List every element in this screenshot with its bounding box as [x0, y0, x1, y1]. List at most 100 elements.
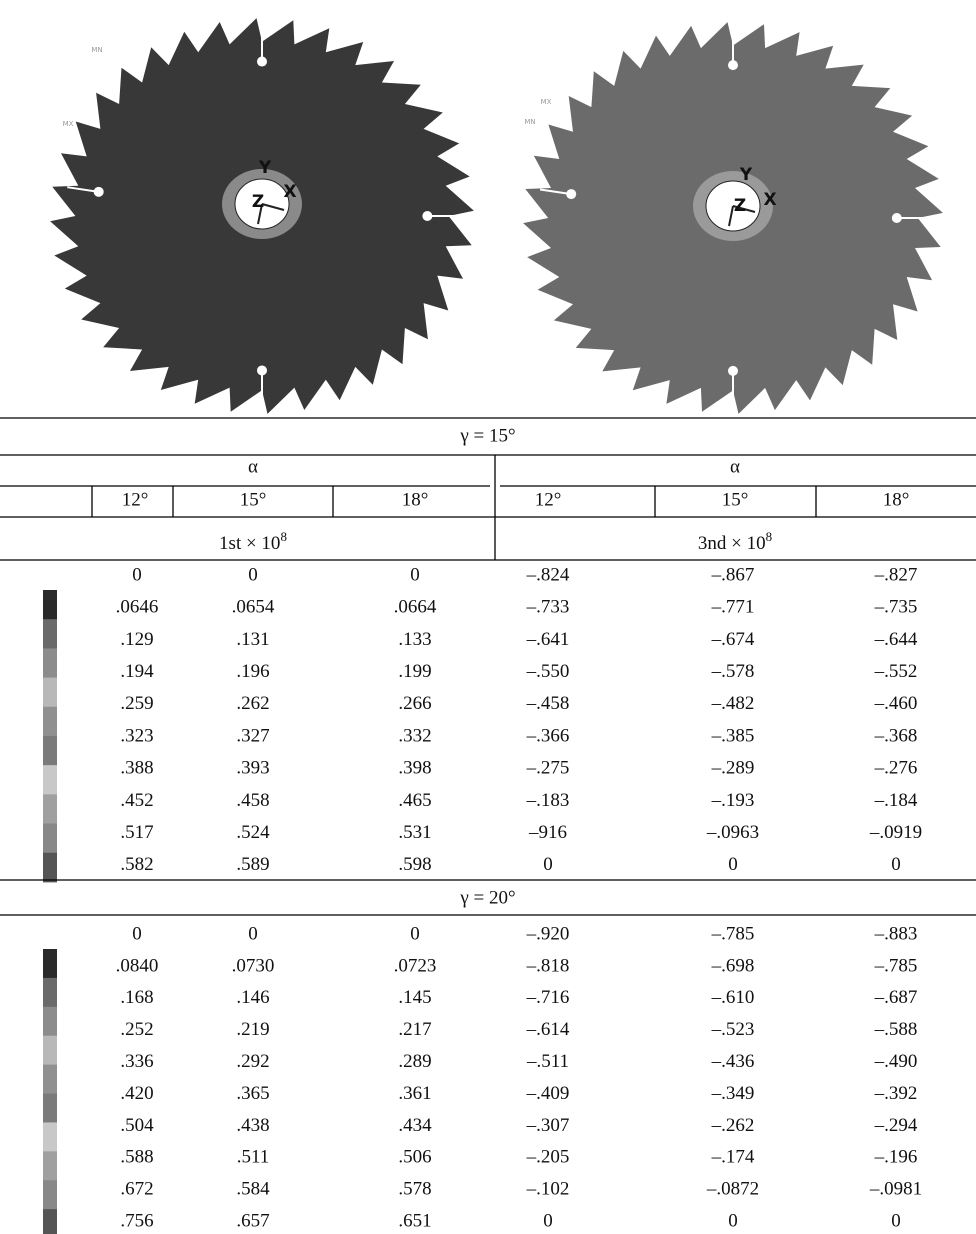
- color-bar-segment: [43, 949, 57, 978]
- table-cell: .266: [398, 693, 431, 714]
- table-cell: –.771: [711, 597, 755, 618]
- table-cell: –.716: [526, 987, 570, 1008]
- table-cell: –.0872: [706, 1179, 759, 1200]
- color-bar-segment: [43, 1151, 57, 1180]
- table-cell: –.674: [711, 629, 755, 650]
- table-cell: .129: [120, 629, 153, 650]
- table-cell: –.867: [711, 564, 755, 585]
- color-bar-segment: [43, 1209, 57, 1234]
- table-cell: .361: [398, 1083, 431, 1104]
- page: MXMNYZXMXMNYZX γ = 15°αα12°15°18°12°15°1…: [0, 0, 976, 1234]
- table-cell: .133: [398, 629, 431, 650]
- table-cell: .199: [398, 661, 431, 682]
- table-cell: 0: [728, 854, 738, 875]
- table-cell: .332: [398, 725, 431, 746]
- color-bar-segment: [43, 1094, 57, 1123]
- color-bar-segment: [43, 1036, 57, 1065]
- table-cell: –.262: [711, 1115, 755, 1136]
- color-bar-segment: [43, 824, 57, 854]
- table-cell: –.102: [526, 1179, 570, 1200]
- table-cell: –.458: [526, 693, 570, 714]
- table-cell: –.183: [526, 790, 570, 811]
- table-cell: .756: [120, 1210, 153, 1231]
- unit-label: 1st × 108: [219, 529, 287, 554]
- table-cell: .504: [120, 1115, 154, 1136]
- table-cell: 0: [410, 923, 420, 944]
- angle-header: 15°: [240, 489, 267, 510]
- color-bar-segment: [43, 1122, 57, 1151]
- table-cell: .0664: [394, 597, 437, 618]
- table-cell: .0723: [394, 955, 437, 976]
- angle-header: 15°: [722, 489, 749, 510]
- slit-hole: [422, 211, 432, 221]
- table-cell: .0646: [116, 597, 159, 618]
- table-cell: .584: [236, 1179, 270, 1200]
- table-cell: –.735: [874, 597, 918, 618]
- table-cell: .219: [236, 1019, 269, 1040]
- table-cell: –.289: [711, 758, 755, 779]
- table-cell: –.824: [526, 564, 570, 585]
- table-cell: 0: [248, 923, 258, 944]
- figure-label: MN: [91, 46, 102, 54]
- table-cell: 0: [132, 564, 142, 585]
- table-cell: –.698: [711, 955, 755, 976]
- table-cell: .672: [120, 1179, 153, 1200]
- table-cell: .323: [120, 725, 153, 746]
- color-bar-segment: [43, 736, 57, 766]
- figure-label: Z: [252, 192, 264, 212]
- color-bar-segment: [43, 648, 57, 678]
- table-cell: .0730: [232, 955, 275, 976]
- table-cell: .259: [120, 693, 153, 714]
- unit-exponent: 8: [766, 529, 773, 544]
- figure-label: MX: [63, 120, 74, 128]
- table-cell: 0: [728, 1210, 738, 1231]
- table-cell: –.366: [526, 725, 570, 746]
- table-cell: –.641: [526, 629, 570, 650]
- table-cell: –.482: [711, 693, 755, 714]
- table-cell: 0: [543, 854, 553, 875]
- slit-hole: [892, 213, 902, 223]
- table-cell: –.733: [526, 597, 570, 618]
- table-cell: .434: [398, 1115, 432, 1136]
- table-cell: –.275: [526, 758, 570, 779]
- table-cell: .588: [120, 1147, 153, 1168]
- figure-label: Y: [739, 165, 753, 185]
- table-cell: –.460: [874, 693, 918, 714]
- table-cell: .196: [236, 661, 269, 682]
- table-cell: .336: [120, 1051, 153, 1072]
- table-cell: –.294: [874, 1115, 918, 1136]
- table-cell: –.205: [526, 1147, 570, 1168]
- table-cell: 0: [132, 923, 142, 944]
- table-cell: –.490: [874, 1051, 918, 1072]
- group-label: α: [248, 456, 258, 477]
- color-bar-segment: [43, 1180, 57, 1209]
- table-cell: –.588: [874, 1019, 918, 1040]
- table-cell: –.511: [526, 1051, 569, 1072]
- table-cell: .582: [120, 854, 153, 875]
- table-cell: –.0981: [869, 1179, 922, 1200]
- table-cell: .506: [398, 1147, 431, 1168]
- table-cell: 0: [891, 1210, 901, 1231]
- table-cell: .168: [120, 987, 153, 1008]
- table-cell: –.193: [711, 790, 755, 811]
- table-cell: .252: [120, 1019, 153, 1040]
- slit-hole: [566, 189, 576, 199]
- table: γ = 15°αα12°15°18°12°15°18°1st × 1083nd …: [0, 418, 976, 1234]
- section-title: γ = 15°: [459, 425, 515, 446]
- figure-label: MN: [524, 118, 535, 126]
- figure-label: X: [283, 182, 296, 202]
- figure-label: MX: [541, 98, 552, 106]
- table-cell: .145: [398, 987, 431, 1008]
- table-cell: .327: [236, 725, 269, 746]
- slit-hole: [728, 60, 738, 70]
- unit-exponent: 8: [280, 529, 287, 544]
- table-cell: –.368: [874, 725, 918, 746]
- table-cell: .438: [236, 1115, 269, 1136]
- table-cell: –.827: [874, 564, 918, 585]
- color-bar-segment: [43, 794, 57, 824]
- table-cell: –.883: [874, 923, 918, 944]
- table-cell: –.644: [874, 629, 918, 650]
- slit-hole: [257, 365, 267, 375]
- table-cell: .393: [236, 758, 269, 779]
